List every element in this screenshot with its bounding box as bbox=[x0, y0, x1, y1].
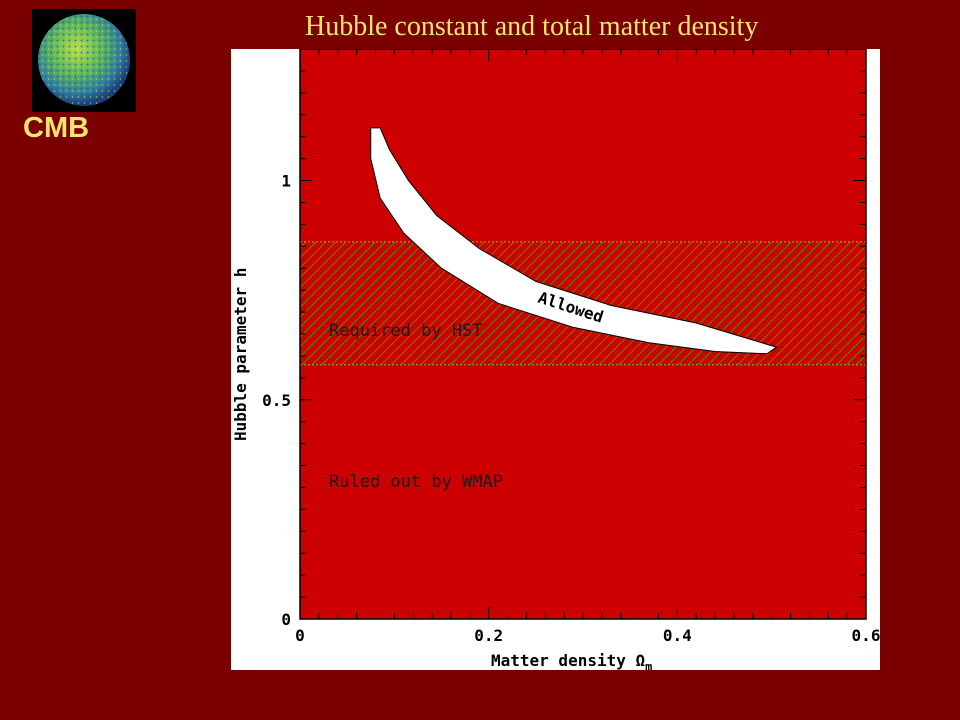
x-tick-label: 0.2 bbox=[474, 626, 503, 645]
x-axis-label: Matter density Ωm bbox=[491, 651, 652, 670]
y-tick-label: 0.5 bbox=[262, 391, 291, 410]
x-axis-label-text: Matter density Ω bbox=[491, 651, 645, 670]
hubble-matter-chart: Allowed Required by HST Ruled out by WMA… bbox=[231, 48, 880, 674]
x-tick-labels: 0 0.2 0.4 0.6 bbox=[295, 626, 880, 645]
y-axis-label: Hubble parameter h bbox=[231, 268, 250, 441]
x-tick-label: 0 bbox=[295, 626, 305, 645]
cmb-sphere-icon bbox=[38, 14, 130, 106]
x-tick-label: 0.4 bbox=[663, 626, 692, 645]
x-tick-label: 0.6 bbox=[852, 626, 880, 645]
y-tick-labels: 00.51 bbox=[262, 172, 291, 629]
axis-ticks bbox=[299, 48, 867, 620]
x-axis-label-subscript: m bbox=[645, 660, 652, 670]
y-tick-label: 1 bbox=[281, 172, 291, 191]
region-label-wmap: Ruled out by WMAP bbox=[329, 472, 503, 492]
allowed-region bbox=[370, 127, 778, 355]
y-tick-label: 0 bbox=[281, 610, 291, 629]
plot-panel: Allowed Required by HST Ruled out by WMA… bbox=[231, 48, 880, 674]
cmb-label: CMB bbox=[23, 112, 90, 144]
cmb-sky-image bbox=[32, 9, 136, 112]
region-label-hst: Required by HST bbox=[329, 321, 483, 341]
slide-title: Hubble constant and total matter density bbox=[305, 11, 759, 42]
